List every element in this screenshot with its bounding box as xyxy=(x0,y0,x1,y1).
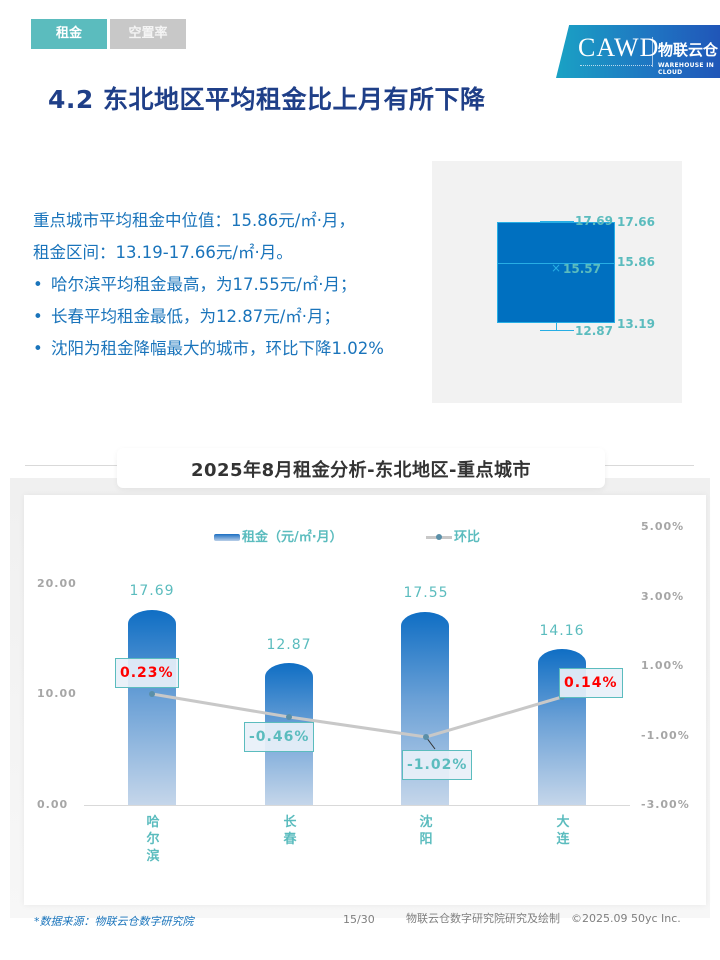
x-label-char: 春 xyxy=(283,832,297,847)
box-plot-median-line xyxy=(497,263,615,264)
summary-text: 重点城市平均租金中位值：15.86元/㎡·月， 租金区间：13.19-17.66… xyxy=(33,205,438,365)
box-plot-box xyxy=(497,222,615,323)
right-axis-tick: 5.00% xyxy=(641,520,685,533)
legend-item-mom[interactable]: 环比 xyxy=(426,526,481,545)
legend-label-rent: 租金（元/㎡·月） xyxy=(242,530,343,545)
section-divider-left xyxy=(25,465,125,466)
mom-callout-shenyang: -1.02% xyxy=(402,750,473,780)
bar-value-label: 17.55 xyxy=(403,585,449,601)
box-mean-label: 15.57 xyxy=(563,262,601,276)
mom-callout-dalian: 0.14% xyxy=(559,668,623,698)
left-axis-tick: 0.00 xyxy=(37,798,69,811)
right-axis-tick: 3.00% xyxy=(641,590,685,603)
logo-warehouse-in-cloud-text: WAREHOUSE IN CLOUD xyxy=(658,62,715,76)
x-label-char: 连 xyxy=(556,832,570,847)
cawd-logo: CAWD 物联云仓 WAREHOUSE IN CLOUD xyxy=(556,25,720,78)
right-axis-tick: -1.00% xyxy=(641,729,690,742)
bar-value-label: 12.87 xyxy=(266,637,312,653)
logo-cloud-warehouse-text: 物联云仓 xyxy=(658,41,719,59)
page-title: 4.2 东北地区平均租金比上月有所下降 xyxy=(48,85,486,114)
bar-harbin[interactable] xyxy=(128,610,176,805)
x-label-char: 滨 xyxy=(146,849,160,864)
mom-callout-changchun: -0.46% xyxy=(244,722,315,752)
box-min-label: 12.87 xyxy=(575,324,613,338)
bullet-dot: • xyxy=(33,307,43,326)
right-axis-tick: -3.00% xyxy=(641,798,690,811)
box-plot-panel: × 17.69 17.66 15.86 15.57 13.19 12.87 xyxy=(432,161,682,403)
logo-background xyxy=(556,25,720,78)
logo-subtitle-line xyxy=(580,65,652,68)
summary-bullet: • 沈阳为租金降幅最大的城市，环比下降1.02% xyxy=(33,333,438,365)
x-axis-label-changchun: 长 春 xyxy=(280,814,300,848)
x-axis-label-harbin: 哈 尔 滨 xyxy=(143,814,163,865)
logo-divider xyxy=(652,37,653,67)
chart-title: 2025年8月租金分析-东北地区-重点城市 xyxy=(190,460,532,481)
summary-bullet: • 长春平均租金最低，为12.87元/㎡·月； xyxy=(33,301,438,333)
bar-value-label: 17.69 xyxy=(129,583,175,599)
legend-label-mom: 环比 xyxy=(454,530,481,545)
logo-cawd-text: CAWD xyxy=(578,33,660,62)
line-marker-swatch-icon xyxy=(426,534,452,540)
x-axis-baseline xyxy=(84,805,630,806)
page-number: 15/30 xyxy=(343,913,375,926)
box-median-label: 15.86 xyxy=(617,255,655,269)
x-label-char: 长 xyxy=(283,815,297,830)
x-label-char: 沈 xyxy=(419,815,433,830)
mean-marker-icon: × xyxy=(551,261,562,275)
bullet-text: 长春平均租金最低，为12.87元/㎡·月； xyxy=(51,307,341,326)
chart-card xyxy=(24,495,706,905)
bullet-text: 沈阳为租金降幅最大的城市，环比下降1.02% xyxy=(51,339,384,358)
bullet-dot: • xyxy=(33,275,43,294)
box-whisker-bottom-stem xyxy=(556,323,557,331)
x-label-char: 阳 xyxy=(419,832,433,847)
summary-bullet: • 哈尔滨平均租金最高，为17.55元/㎡·月； xyxy=(33,269,438,301)
mom-callout-harbin: 0.23% xyxy=(115,658,179,688)
legend-item-rent[interactable]: 租金（元/㎡·月） xyxy=(214,526,343,545)
summary-median-line: 重点城市平均租金中位值：15.86元/㎡·月， xyxy=(33,211,356,230)
bar-swatch-icon xyxy=(214,534,240,541)
box-whisker-top xyxy=(540,221,574,222)
box-q3-label: 17.66 xyxy=(617,215,655,229)
box-max-label: 17.69 xyxy=(575,214,613,228)
x-axis-label-dalian: 大 连 xyxy=(553,814,573,848)
data-source-note: *数据来源：物联云仓数字研究院 xyxy=(34,915,194,928)
bullet-text: 哈尔滨平均租金最高，为17.55元/㎡·月； xyxy=(51,275,357,294)
summary-range-line: 租金区间：13.19-17.66元/㎡·月。 xyxy=(33,243,293,262)
tab-rent[interactable]: 租金 xyxy=(31,19,107,49)
left-axis-tick: 20.00 xyxy=(37,577,77,590)
copyright-credit: 物联云仓数字研究院研究及绘制 ©2025.09 50yc Inc. xyxy=(406,912,681,925)
section-title-card: 2025年8月租金分析-东北地区-重点城市 xyxy=(117,448,605,488)
x-label-char: 大 xyxy=(556,815,570,830)
x-axis-label-shenyang: 沈 阳 xyxy=(416,814,436,848)
right-axis-tick: 1.00% xyxy=(641,659,685,672)
x-label-char: 尔 xyxy=(146,832,160,847)
bullet-dot: • xyxy=(33,339,43,358)
tab-vacancy-rate[interactable]: 空置率 xyxy=(110,19,186,49)
section-divider-right xyxy=(600,465,694,466)
left-axis-tick: 10.00 xyxy=(37,687,77,700)
x-label-char: 哈 xyxy=(146,815,160,830)
bar-value-label: 14.16 xyxy=(539,623,585,639)
box-q1-label: 13.19 xyxy=(617,317,655,331)
box-whisker-bottom xyxy=(540,330,574,331)
